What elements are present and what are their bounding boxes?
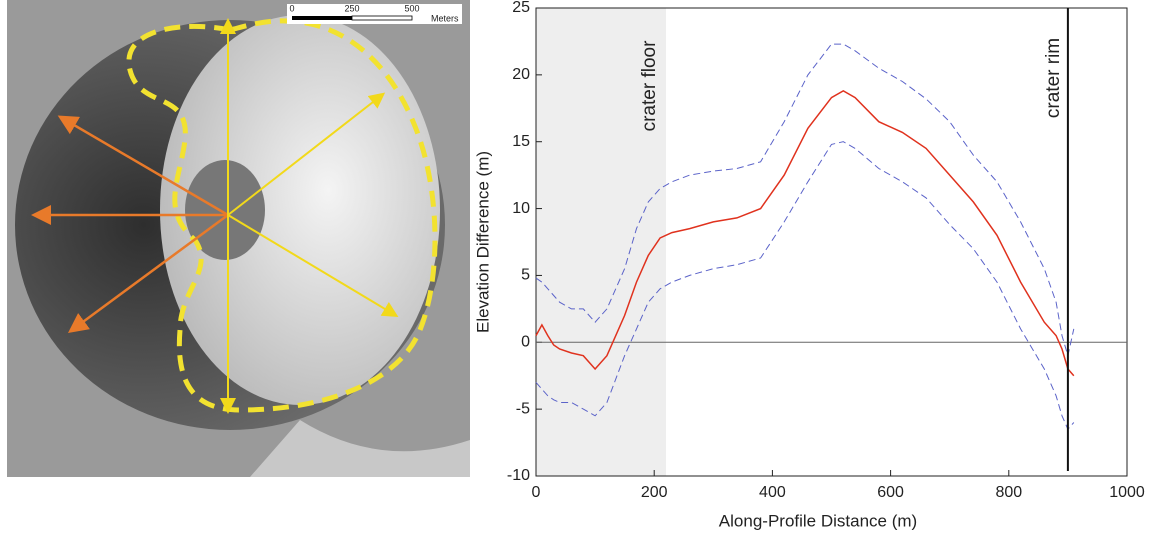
x-tick-label: 0 [532, 484, 541, 501]
x-tick-label: 1000 [1109, 484, 1145, 501]
floor-region [536, 8, 667, 476]
chart: Along-Profile Distance (m) Elevation Dif… [473, 0, 1144, 530]
plot-frame [535, 7, 1128, 477]
y-tick-label: 5 [521, 267, 530, 284]
y-tick-label: -10 [507, 467, 530, 484]
x-tick-label: 400 [759, 484, 786, 501]
x-tick-label: 600 [877, 484, 904, 501]
rim-label: crater rim [1043, 38, 1064, 118]
scale-label: 500 [404, 3, 419, 13]
series-line [535, 141, 1075, 431]
scale-label: 0 [289, 3, 294, 13]
scale-label: 250 [344, 3, 359, 13]
x-tick-label: 200 [641, 484, 668, 501]
x-axis-label: Along-Profile Distance (m) [719, 511, 917, 530]
y-tick-label: 15 [512, 133, 530, 150]
scale-unit: Meters [431, 13, 459, 23]
y-tick-label: 10 [512, 200, 530, 217]
y-tick-label: -5 [516, 400, 530, 417]
x-tick-label: 800 [995, 484, 1022, 501]
y-tick-label: 0 [521, 334, 530, 351]
floor-label: crater floor [639, 40, 660, 131]
y-tick-label: 20 [512, 66, 530, 83]
crater-image: 0 250 500 Meters [7, 0, 470, 477]
y-axis-label: Elevation Difference (m) [473, 151, 492, 333]
series-line [535, 43, 1075, 356]
y-tick-label: 25 [512, 0, 530, 16]
series-line [535, 90, 1075, 377]
